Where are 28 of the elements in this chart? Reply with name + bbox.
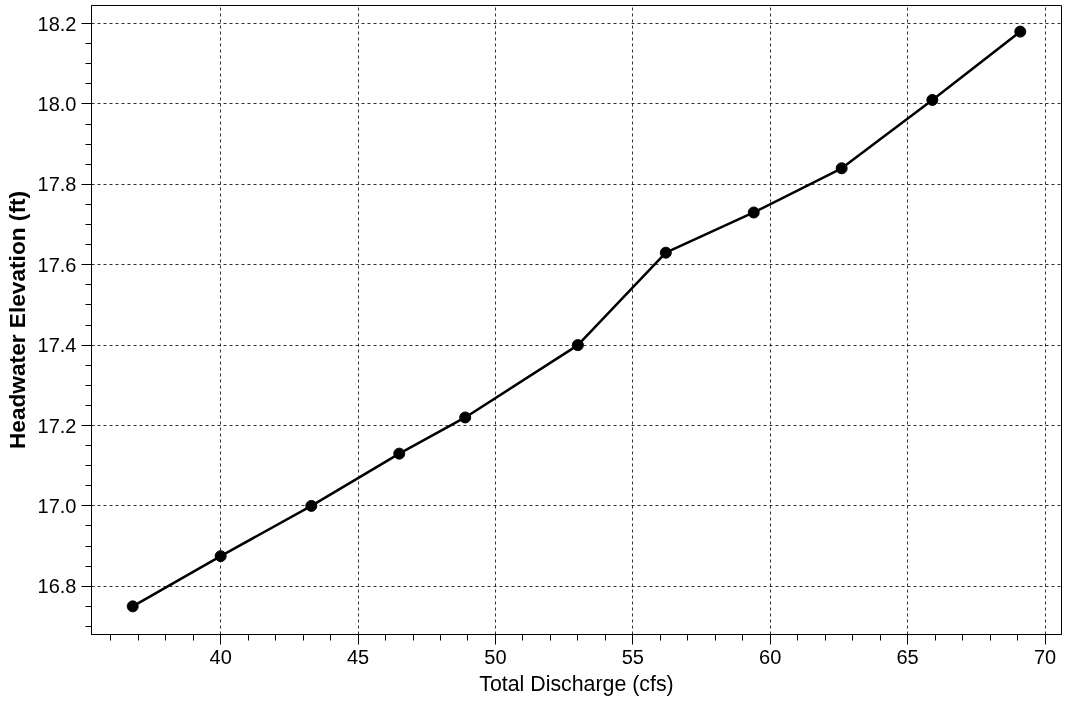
y-tick-label: 17.0 [37, 494, 77, 517]
point [214, 550, 227, 563]
point [926, 93, 939, 106]
x-tick-label: 45 [346, 645, 370, 668]
y-tick-label: 17.8 [37, 173, 77, 196]
point [835, 162, 848, 175]
point [1014, 25, 1027, 38]
y-tick-label: 17.4 [37, 334, 77, 357]
x-tick-label: 40 [209, 645, 232, 668]
y-tick-label: 16.8 [37, 575, 77, 598]
x-tick-label: 70 [1033, 645, 1057, 668]
x-tick-label: 55 [621, 645, 644, 668]
x-axis-title: Total Discharge (cfs) [479, 671, 674, 696]
x-tick-label: 50 [484, 645, 507, 668]
point [393, 447, 406, 460]
y-tick-label: 17.6 [37, 253, 77, 276]
y-tick-label: 18.0 [37, 92, 77, 115]
point [747, 206, 760, 219]
y-axis-title: Headwater Elevation (ft) [3, 190, 30, 450]
y-tick-label: 17.2 [37, 414, 77, 437]
x-tick-label: 65 [896, 645, 919, 668]
point [305, 499, 318, 512]
point [459, 411, 472, 424]
point [659, 246, 672, 259]
x-tick-label: 60 [759, 645, 782, 668]
point [126, 600, 139, 613]
y-tick-label: 18.2 [37, 12, 77, 35]
point [571, 339, 584, 352]
